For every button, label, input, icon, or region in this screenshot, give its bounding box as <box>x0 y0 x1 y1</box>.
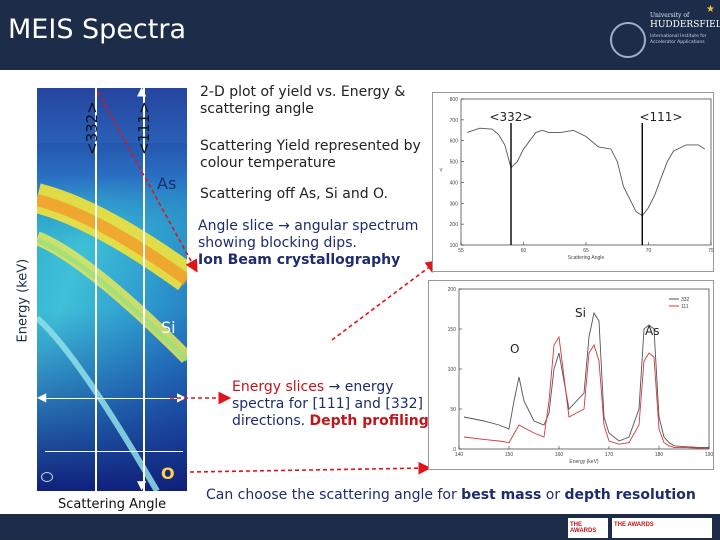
series-line-332 <box>463 311 709 448</box>
x-axis-title: Energy (keV) <box>569 459 599 465</box>
angular-spectrum-chart: 55 60 65 70 75 100 200 300 400 500 600 700 800 Scatte… <box>432 92 714 272</box>
y-tick-label: 200 <box>450 222 459 228</box>
x-tick-label: 190 <box>705 452 714 458</box>
x-tick-label: 150 <box>505 452 514 458</box>
y-tick-label: 700 <box>450 118 459 124</box>
x-tick-label: 160 <box>555 452 564 458</box>
header-bar: MEIS Spectra ★ University of HUDDERSFIEL… <box>0 0 720 70</box>
crystallography-label: Ion Beam crystallography <box>198 252 401 268</box>
angle-slice-label: Angle slice → angular spectrum showing b… <box>198 218 419 251</box>
y-axis-label: Energy (keV) <box>15 258 31 343</box>
bullet-scattering: Scattering off As, Si and O. <box>200 186 388 202</box>
annotation-111: <111> <box>639 110 682 124</box>
energy-spectrum-svg: 140 150 160 170 180 190 0 50 100 150 200 Energy (ke… <box>448 287 714 465</box>
arrow-to-bottom-chart <box>189 461 432 475</box>
annotation-as: As <box>645 324 659 338</box>
slide-title: MEIS Spectra <box>8 14 187 45</box>
label-as: As <box>157 174 177 193</box>
scale-o-icon <box>41 472 53 482</box>
series-line-angular-spectrum <box>467 127 706 217</box>
angle-slice-text: Angle slice → angular spectrum showing b… <box>198 218 438 269</box>
blocking-line-332 <box>95 88 97 491</box>
y-axis-title: Y <box>439 168 443 174</box>
x-tick-label: 75 <box>708 248 714 254</box>
label-332: <332> <box>83 101 101 155</box>
caption-best-mass: best mass <box>461 487 542 503</box>
y-tick-label: 400 <box>450 180 459 186</box>
logo-line2: HUDDERSFIELD <box>650 20 720 30</box>
label-si: Si <box>161 318 176 337</box>
y-tick-label: 800 <box>450 97 459 103</box>
logo-line3: International Institute for Accelerator … <box>650 34 707 45</box>
y-tick-label: 600 <box>450 139 459 145</box>
energy-spectrum-chart: 140 150 160 170 180 190 0 50 100 150 200 Energy (ke… <box>428 280 714 470</box>
y-tick-label: 0 <box>453 447 456 453</box>
y-tick-label: 200 <box>448 287 457 293</box>
x-tick-label: 60 <box>521 248 527 254</box>
arrow-right-icon: ▶ <box>177 390 187 404</box>
label-111: <111> <box>135 101 153 155</box>
heatmap-plot: ◀ ▶ ▲ ▼ <332> <111> As Si O <box>37 88 187 491</box>
x-tick-label: 70 <box>646 248 652 254</box>
angular-spectrum-svg: 55 60 65 70 75 100 200 300 400 500 600 700 800 Scatte… <box>439 97 714 261</box>
bottom-caption: Can choose the scattering angle for best… <box>206 487 716 504</box>
y-tick-label: 100 <box>448 367 457 373</box>
blocking-line-111 <box>143 88 145 491</box>
legend-label-332: 332 <box>681 297 690 303</box>
x-tick-label: 55 <box>458 248 464 254</box>
caption-part-c: or <box>541 487 565 503</box>
x-tick-label: 180 <box>655 452 664 458</box>
bullet-2d-plot: 2-D plot of yield vs. Energy & scatterin… <box>200 84 406 117</box>
arrow-down-icon: ▼ <box>137 478 147 491</box>
x-axis-label: Scattering Angle <box>58 497 167 512</box>
energy-line-lower <box>45 451 183 452</box>
x-tick-label: 140 <box>455 452 464 458</box>
annotation-332: <332> <box>489 110 532 124</box>
crest-icon <box>610 22 646 58</box>
energy-rest-label: → energy spectra for [111] and [332] dir… <box>232 379 423 429</box>
energy-line-upper <box>45 398 183 399</box>
y-tick-label: 150 <box>448 327 457 333</box>
y-tick-label: 100 <box>450 243 459 249</box>
energy-slices-text: Energy slices → energy spectra for [111]… <box>232 379 432 430</box>
legend-label-111: 111 <box>681 304 689 310</box>
x-axis-title: Scattering Angle <box>568 255 605 261</box>
y-tick-label: 300 <box>450 201 459 207</box>
energy-slices-label: Energy slices <box>232 379 325 395</box>
x-tick-label: 170 <box>605 452 614 458</box>
arrow-to-top-chart <box>331 260 439 341</box>
depth-profiling-label: Depth profiling <box>309 413 429 429</box>
bullet-yield: Scattering Yield represented by colour t… <box>200 138 421 171</box>
y-tick-label: 500 <box>450 160 459 166</box>
series-line-111 <box>463 335 709 449</box>
label-o: O <box>161 464 175 483</box>
caption-part-a: Can choose the scattering angle for <box>206 487 462 503</box>
award-logo-2: THE AWARDS <box>612 518 712 538</box>
annotation-o: O <box>510 342 519 356</box>
annotation-si: Si <box>575 306 586 320</box>
arrow-left-icon: ◀ <box>37 390 47 404</box>
y-tick-label: 50 <box>450 407 456 413</box>
heatmap-image <box>37 88 187 491</box>
award-logo-1: THE AWARDS <box>568 518 608 538</box>
caption-depth-resolution: depth resolution <box>564 487 696 503</box>
x-tick-label: 65 <box>583 248 589 254</box>
logo-line1: University of <box>650 12 690 19</box>
university-logo: ★ University of HUDDERSFIELD Internation… <box>610 4 720 64</box>
star-icon: ★ <box>706 4 715 15</box>
